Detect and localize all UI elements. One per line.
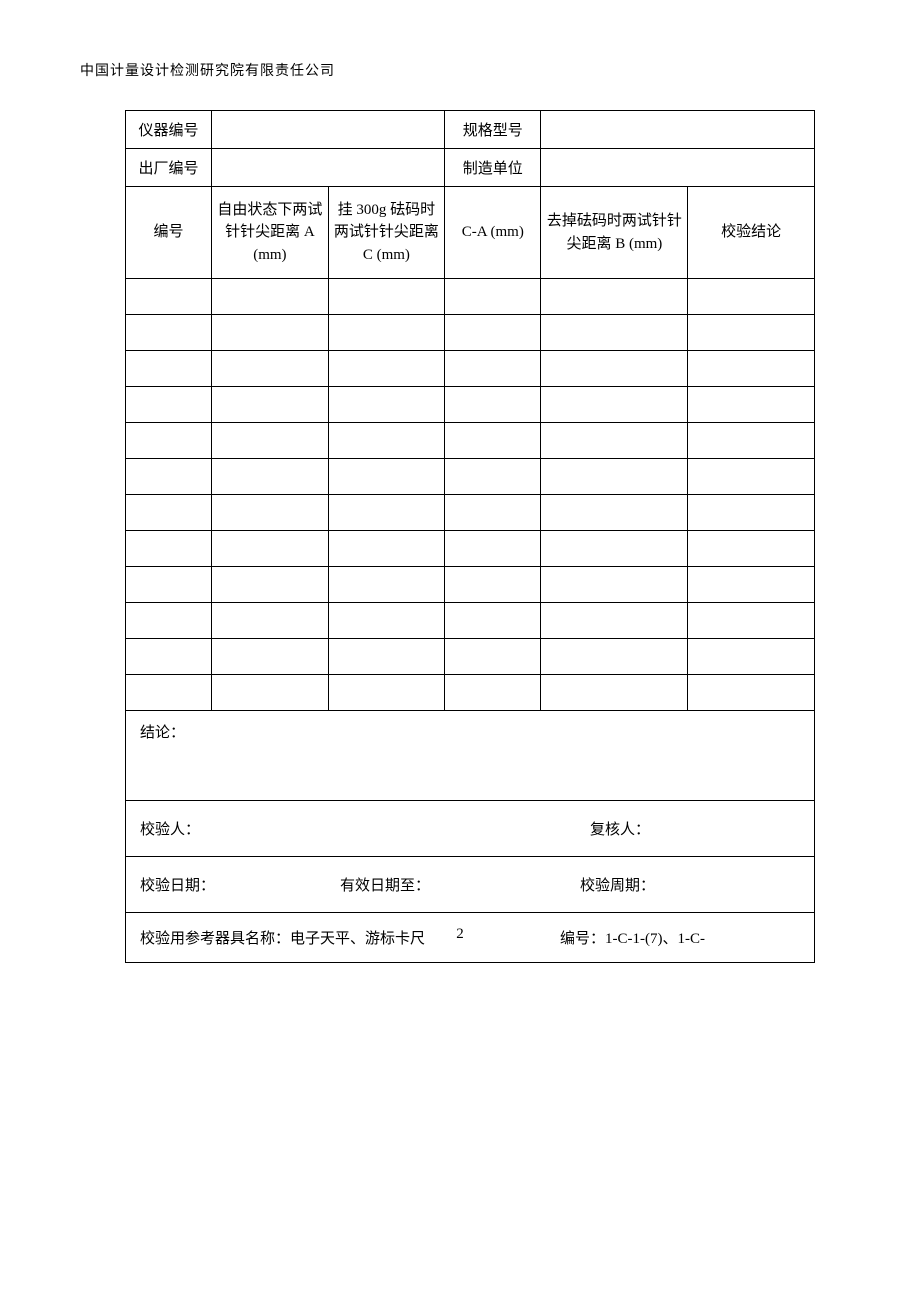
table-cell[interactable]: [126, 495, 212, 531]
table-cell[interactable]: [688, 315, 815, 351]
org-name: 中国计量设计检测研究院有限责任公司: [80, 60, 840, 80]
table-cell[interactable]: [541, 387, 688, 423]
date-row: 校验日期： 有效日期至： 校验周期：: [126, 857, 815, 913]
col-header-result: 校验结论: [688, 187, 815, 279]
table-cell[interactable]: [212, 459, 329, 495]
table-cell[interactable]: [445, 639, 541, 675]
table-cell[interactable]: [328, 567, 445, 603]
table-cell[interactable]: [328, 279, 445, 315]
label-instrument-no: 仪器编号: [126, 111, 212, 149]
table-cell[interactable]: [445, 567, 541, 603]
table-cell[interactable]: [328, 603, 445, 639]
table-cell[interactable]: [328, 351, 445, 387]
value-factory-no[interactable]: [212, 149, 445, 187]
table-cell[interactable]: [328, 459, 445, 495]
table-cell[interactable]: [688, 279, 815, 315]
table-cell[interactable]: [126, 675, 212, 711]
value-manufacturer[interactable]: [541, 149, 815, 187]
col-header-id: 编号: [126, 187, 212, 279]
table-cell[interactable]: [126, 351, 212, 387]
table-cell[interactable]: [541, 639, 688, 675]
table-cell[interactable]: [212, 351, 329, 387]
table-cell[interactable]: [445, 531, 541, 567]
value-instrument-no[interactable]: [212, 111, 445, 149]
table-cell[interactable]: [126, 315, 212, 351]
table-cell[interactable]: [328, 387, 445, 423]
table-cell[interactable]: [688, 387, 815, 423]
table-cell[interactable]: [212, 387, 329, 423]
table-cell[interactable]: [688, 495, 815, 531]
table-cell[interactable]: [541, 423, 688, 459]
table-cell[interactable]: [541, 279, 688, 315]
table-cell[interactable]: [212, 315, 329, 351]
signature-row: 校验人： 复核人：: [126, 801, 815, 857]
label-manufacturer: 制造单位: [445, 149, 541, 187]
table-cell[interactable]: [212, 423, 329, 459]
table-cell[interactable]: [688, 567, 815, 603]
table-cell[interactable]: [541, 531, 688, 567]
table-cell[interactable]: [212, 279, 329, 315]
table-cell[interactable]: [445, 387, 541, 423]
table-cell[interactable]: [541, 351, 688, 387]
label-valid-until: 有效日期至：: [340, 874, 580, 895]
table-cell[interactable]: [541, 315, 688, 351]
value-spec-model[interactable]: [541, 111, 815, 149]
table-cell[interactable]: [126, 279, 212, 315]
table-cell[interactable]: [445, 315, 541, 351]
label-reviewer: 复核人：: [590, 818, 800, 839]
label-conclusion: 结论：: [140, 725, 185, 741]
table-cell[interactable]: [541, 567, 688, 603]
col-header-b: 去掉砝码时两试针针尖距离 B (mm): [541, 187, 688, 279]
table-cell[interactable]: [126, 459, 212, 495]
table-cell[interactable]: [445, 675, 541, 711]
table-cell[interactable]: [212, 495, 329, 531]
table-cell[interactable]: [212, 603, 329, 639]
table-cell[interactable]: [126, 387, 212, 423]
col-header-a: 自由状态下两试针针尖距离 A (mm): [212, 187, 329, 279]
table-cell[interactable]: [126, 639, 212, 675]
table-cell[interactable]: [126, 567, 212, 603]
table-cell[interactable]: [445, 459, 541, 495]
table-cell[interactable]: [688, 351, 815, 387]
table-cell[interactable]: [212, 531, 329, 567]
table-cell[interactable]: [445, 423, 541, 459]
label-verify-cycle: 校验周期：: [580, 874, 800, 895]
page-number: 2: [0, 926, 920, 943]
label-verifier: 校验人：: [140, 818, 590, 839]
table-cell[interactable]: [445, 603, 541, 639]
table-cell[interactable]: [212, 675, 329, 711]
table-cell[interactable]: [688, 603, 815, 639]
table-cell[interactable]: [688, 423, 815, 459]
label-factory-no: 出厂编号: [126, 149, 212, 187]
table-cell[interactable]: [126, 423, 212, 459]
table-cell[interactable]: [328, 675, 445, 711]
table-cell[interactable]: [212, 639, 329, 675]
table-cell[interactable]: [445, 351, 541, 387]
col-header-ca: C-A (mm): [445, 187, 541, 279]
table-cell[interactable]: [328, 639, 445, 675]
table-cell[interactable]: [328, 495, 445, 531]
table-cell[interactable]: [126, 531, 212, 567]
table-cell[interactable]: [445, 279, 541, 315]
table-cell[interactable]: [541, 459, 688, 495]
calibration-form-table: 仪器编号 规格型号 出厂编号 制造单位 编号 自由状态下两试针针尖距离 A (m…: [125, 110, 815, 963]
table-cell[interactable]: [541, 675, 688, 711]
conclusion-cell[interactable]: 结论：: [126, 711, 815, 801]
table-cell[interactable]: [688, 639, 815, 675]
table-cell[interactable]: [688, 459, 815, 495]
label-spec-model: 规格型号: [445, 111, 541, 149]
table-cell[interactable]: [688, 531, 815, 567]
col-header-c: 挂 300g 砝码时两试针针尖距离 C (mm): [328, 187, 445, 279]
table-cell[interactable]: [541, 495, 688, 531]
table-cell[interactable]: [445, 495, 541, 531]
table-cell[interactable]: [328, 315, 445, 351]
table-cell[interactable]: [328, 531, 445, 567]
table-cell[interactable]: [212, 567, 329, 603]
table-cell[interactable]: [541, 603, 688, 639]
label-verify-date: 校验日期：: [140, 874, 340, 895]
table-cell[interactable]: [126, 603, 212, 639]
table-cell[interactable]: [328, 423, 445, 459]
table-cell[interactable]: [688, 675, 815, 711]
